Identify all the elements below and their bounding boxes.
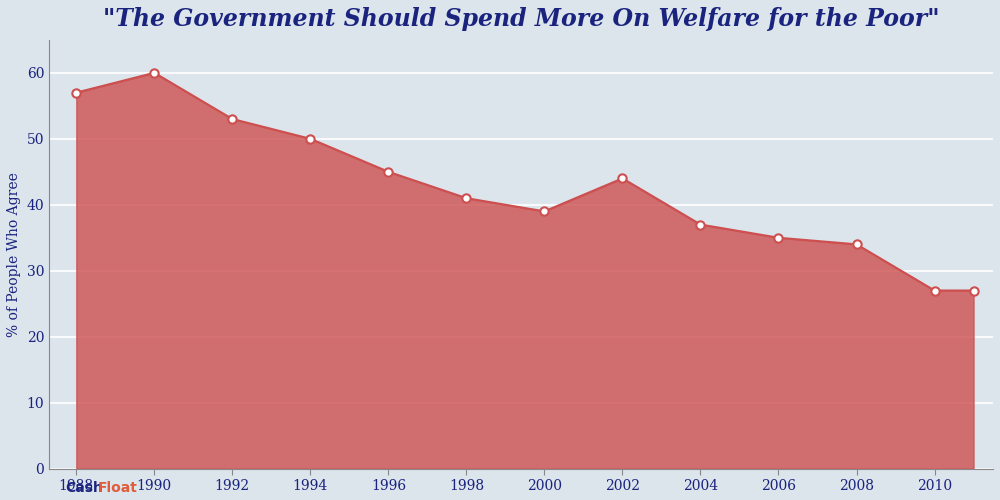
Title: "The Government Should Spend More On Welfare for the Poor": "The Government Should Spend More On Wel…	[103, 7, 939, 31]
Text: Cash: Cash	[65, 481, 103, 495]
Y-axis label: % of People Who Agree: % of People Who Agree	[7, 172, 21, 336]
Text: Float: Float	[98, 481, 138, 495]
